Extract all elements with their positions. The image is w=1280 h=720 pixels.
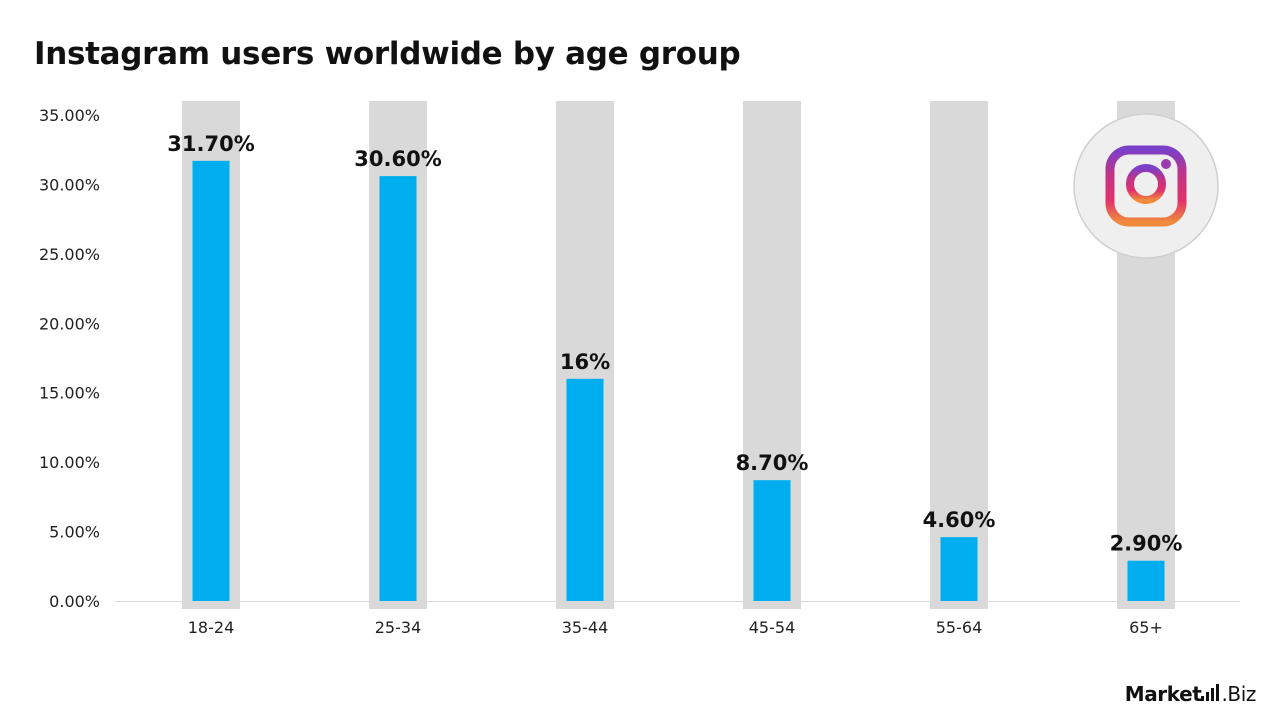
y-tick-label: 30.00% [39, 175, 100, 194]
bar-45-54 [753, 480, 791, 601]
value-label: 8.70% [736, 451, 809, 475]
value-label: 30.60% [354, 147, 441, 171]
bar-25-34 [379, 176, 417, 601]
y-tick-label: 5.00% [49, 523, 100, 542]
value-label: 4.60% [923, 508, 996, 532]
y-tick-label: 15.00% [39, 384, 100, 403]
instagram-logo-badge [1073, 113, 1219, 259]
y-tick-label: 25.00% [39, 245, 100, 264]
value-label: 2.90% [1110, 532, 1183, 556]
y-tick-label: 35.00% [39, 106, 100, 125]
y-tick-label: 10.00% [39, 453, 100, 472]
x-tick-label: 35-44 [562, 618, 609, 637]
y-tick-label: 20.00% [39, 314, 100, 333]
instagram-icon [1105, 145, 1187, 227]
bar-18-24 [192, 160, 230, 601]
bar-55-64 [940, 537, 978, 601]
x-tick-label: 25-34 [375, 618, 422, 637]
brand-logo: Market .Biz [1125, 684, 1256, 704]
x-tick-label: 55-64 [936, 618, 983, 637]
chart-title: Instagram users worldwide by age group [34, 36, 741, 72]
brand-name-bold: Market [1124, 682, 1202, 706]
brand-name-rest: .Biz [1221, 682, 1256, 706]
bar-35-44 [566, 378, 604, 601]
x-tick-label: 18-24 [188, 618, 235, 637]
x-tick-label: 45-54 [749, 618, 796, 637]
value-label: 16% [560, 350, 610, 374]
y-tick-label: 0.00% [49, 592, 100, 611]
background-column [930, 101, 988, 609]
bar-65+ [1127, 560, 1165, 601]
signal-bars-icon [1201, 683, 1220, 701]
x-tick-label: 65+ [1129, 618, 1163, 637]
value-label: 31.70% [167, 132, 254, 156]
